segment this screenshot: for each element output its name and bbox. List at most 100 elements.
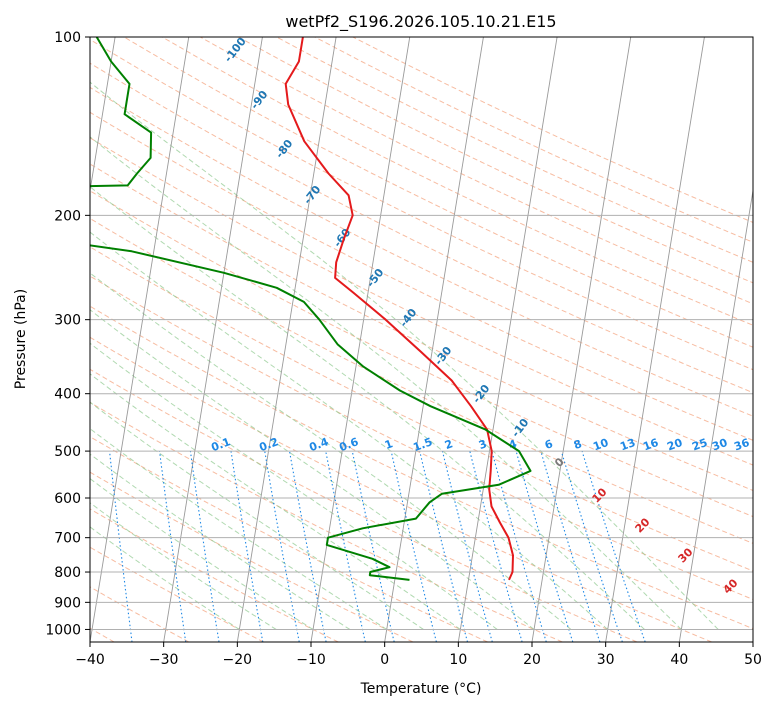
- dry-adiabat-line: [90, 86, 753, 417]
- moist-adiabat-line: [90, 526, 240, 630]
- dry-adiabat-label: -70: [301, 183, 324, 207]
- dry-adiabat-line: [314, 37, 753, 243]
- chart-title: wetPf2_S196.2026.105.10.21.E15: [285, 12, 556, 32]
- mixing-ratio-label: 1.5: [411, 435, 434, 454]
- dry-adiabat-line: [90, 275, 753, 600]
- mixing-ratio-line: [540, 450, 601, 642]
- isotherm-line: [531, 37, 632, 642]
- moist-adiabat-line: [90, 428, 387, 630]
- isotherm-line: [236, 37, 337, 642]
- dry-adiabat-line: [90, 163, 753, 492]
- isotherm-line: [752, 639, 753, 642]
- x-tick-label: 10: [449, 652, 467, 668]
- mixing-ratio-line: [264, 451, 300, 642]
- y-tick-label: 400: [54, 387, 81, 403]
- mixing-ratio-label: 16: [641, 436, 660, 454]
- dry-adiabat-line: [90, 111, 753, 441]
- dry-adiabat-line: [90, 336, 712, 642]
- plot-frame: [89, 36, 754, 643]
- moist-adiabat-line: [90, 478, 314, 630]
- x-tick-label: 0: [380, 652, 389, 668]
- x-tick-label: −30: [149, 652, 179, 668]
- mixing-ratio-line: [515, 450, 574, 642]
- mixing-ratio-label: 30: [710, 436, 729, 454]
- dry-adiabat-line: [90, 436, 488, 642]
- isotherm-line: [163, 37, 263, 642]
- y-tick-label: 600: [54, 491, 81, 507]
- isotherm-line: [384, 37, 484, 642]
- x-tick-label: 50: [744, 652, 762, 668]
- mixing-ratio-line: [325, 450, 366, 642]
- mixing-ratio-label: 0.6: [337, 435, 360, 454]
- dry-adiabat-line: [90, 401, 563, 642]
- mixing-ratio-label: 25: [690, 436, 709, 453]
- y-tick-label: 200: [54, 208, 81, 224]
- dry-adiabat-label: -90: [248, 88, 271, 112]
- mixing-ratio-label: 1: [383, 437, 395, 452]
- dry-adiabat-line: [90, 137, 753, 466]
- mixing-ratio-line: [491, 450, 547, 642]
- moist-adiabat-line: [90, 373, 461, 630]
- moist-adiabat-line: [90, 401, 424, 630]
- dry-adiabat-line: [90, 305, 753, 630]
- mixing-ratio-label: 0.2: [257, 435, 280, 454]
- background-lines: [90, 37, 753, 642]
- dry-adiabat-line: [276, 37, 753, 263]
- y-tick-label: 100: [54, 30, 81, 46]
- dry-adiabat-line: [90, 368, 638, 642]
- isotherm-line: [90, 37, 190, 642]
- x-tick-label: −10: [296, 652, 326, 668]
- mixing-ratio-label: 13: [618, 436, 637, 453]
- temperature-profile-line: [284, 37, 514, 581]
- y-tick-label: 800: [54, 565, 81, 581]
- isopleth-labels: 0.1 0.2 0.4 0.6 1 1.5 2 3 4 6 8 10 13 16 20 25 30 36 -100 -…: [209, 35, 751, 597]
- mixing-ratio-label: 0.1: [209, 435, 232, 454]
- dewpoint-profile-line: [90, 37, 532, 581]
- mixing-ratio-line: [469, 450, 523, 642]
- mixing-ratio-line: [581, 450, 646, 642]
- dry-adiabat-line: [90, 546, 264, 642]
- isotherm-line: [310, 37, 411, 642]
- mixing-ratio-label: 2: [443, 437, 455, 452]
- dry-adiabat-line: [90, 246, 753, 572]
- x-axis: −40 −30 −20 −10 0 10 20 30 40 50: [75, 642, 762, 668]
- mixing-ratio-label: 4: [507, 437, 519, 452]
- x-tick-label: 20: [523, 652, 541, 668]
- x-axis-label: Temperature (°C): [360, 681, 482, 697]
- dry-adiabat-label: -80: [273, 137, 296, 161]
- moist-adiabat-line: [90, 136, 682, 630]
- y-tick-label: 300: [54, 313, 81, 329]
- mixing-ratio-label: 8: [572, 437, 584, 452]
- dry-adiabat-line: [90, 217, 753, 544]
- y-axis: 100 200 300 400 500 600 700 800 900 1000: [45, 30, 90, 638]
- dry-adiabat-line: [90, 508, 339, 642]
- isotherm-line: [678, 187, 753, 642]
- x-tick-label: 30: [597, 652, 615, 668]
- dry-adiabat-line: [90, 38, 753, 371]
- x-tick-label: −40: [75, 652, 105, 668]
- mixing-ratio-line: [390, 450, 437, 642]
- x-tick-label: −20: [223, 652, 253, 668]
- mixing-ratio-line: [158, 451, 187, 642]
- mixing-ratio-label: 36: [732, 436, 751, 454]
- dry-adiabat-line: [90, 190, 753, 518]
- y-tick-label: 1000: [45, 622, 81, 638]
- x-tick-label: 40: [670, 652, 688, 668]
- moist-adiabat-line: [90, 309, 535, 630]
- dry-adiabat-line: [90, 62, 753, 394]
- mixing-ratio-line: [288, 451, 327, 642]
- mixing-ratio-line: [351, 450, 395, 642]
- moist-adiabat-line: [90, 272, 572, 630]
- mixing-ratio-line: [441, 450, 493, 642]
- moist-adiabat-line: [90, 502, 277, 630]
- dry-adiabat-line: [123, 37, 753, 348]
- y-axis-label: Pressure (hPa): [13, 289, 29, 389]
- dry-adiabat-label: -100: [222, 35, 249, 65]
- mixing-ratio-label: 10: [591, 436, 610, 454]
- y-tick-label: 900: [54, 595, 81, 611]
- mixing-ratio-label: 0.4: [307, 435, 330, 454]
- mixing-ratio-line: [560, 450, 623, 642]
- moist-adiabat-line: [90, 81, 719, 630]
- isotherm-line: [457, 37, 558, 642]
